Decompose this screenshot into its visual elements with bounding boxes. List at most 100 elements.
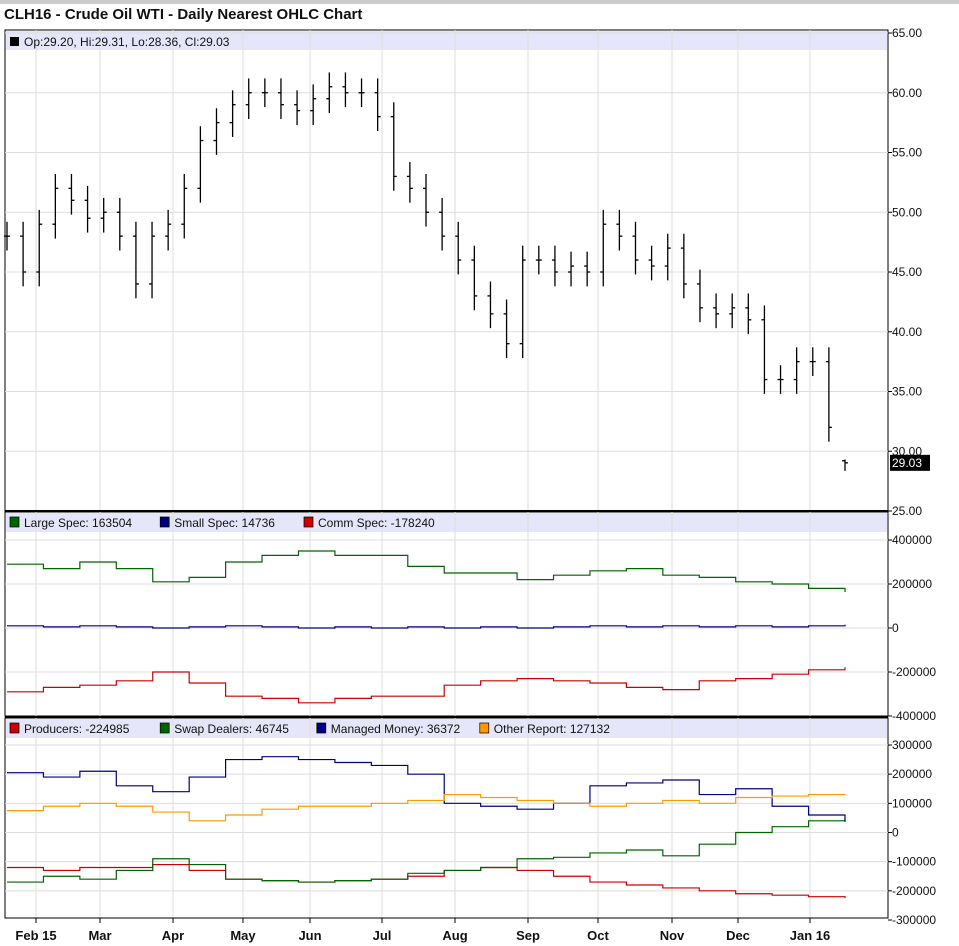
ohlc-bar [294, 90, 301, 126]
x-tick-label: Jun [298, 928, 321, 943]
y-tick-label: 400000 [892, 533, 932, 547]
ohlc-bar [809, 347, 816, 376]
y-tick-label: -200000 [892, 665, 936, 679]
ohlc-bar [745, 293, 752, 335]
ohlc-bar [471, 245, 478, 311]
ohlc-bar [664, 233, 671, 281]
legend-swatch [9, 516, 20, 528]
legend-label: Large Spec: 163504 [24, 516, 132, 530]
y-tick-label: 25.00 [892, 504, 922, 518]
ohlc-bar [181, 174, 188, 239]
legend-strip [6, 719, 887, 738]
ohlc-bar [261, 78, 268, 108]
ohlc-bar [213, 108, 220, 155]
x-tick-label: Dec [726, 928, 750, 943]
ohlc-bar [149, 221, 156, 299]
legend-swatch [316, 722, 327, 734]
ohlc-bar [374, 78, 381, 131]
ohlc-bar [842, 459, 848, 471]
y-tick-label: -100000 [892, 855, 936, 869]
y-tick-label: 50.00 [892, 205, 922, 219]
ohlc-bar [519, 245, 526, 359]
x-tick-label: May [230, 928, 256, 943]
last-price-box [890, 454, 930, 471]
ohlc-bar [406, 162, 413, 203]
ohlc-bar [713, 293, 720, 329]
ohlc-bar [632, 221, 639, 275]
ohlc-bar [535, 245, 542, 275]
ohlc-bar [680, 233, 687, 299]
x-tick-label: Aug [442, 928, 467, 943]
ohlc-bar [584, 251, 591, 287]
y-tick-label: -400000 [892, 709, 936, 723]
legend-swatch [10, 37, 19, 46]
series-line-comm-spec [7, 667, 846, 704]
top-border [0, 0, 959, 4]
ohlc-bar [326, 72, 333, 114]
ohlc-bar [132, 221, 139, 299]
series-line-swap-dealers [7, 818, 846, 883]
ohlc-bar [310, 84, 317, 126]
y-tick-label: 200000 [892, 577, 932, 591]
ohlc-bar [4, 221, 10, 251]
x-tick-label: Jul [373, 928, 392, 943]
legend-label: Swap Dealers: 46745 [174, 722, 289, 736]
legend-label: Producers: -224985 [24, 722, 130, 736]
ohlc-bar [423, 174, 429, 227]
legend-label: Small Spec: 14736 [174, 516, 275, 530]
x-tick-label: Mar [88, 928, 111, 943]
ohlc-bar [20, 221, 27, 287]
ohlc-bar [52, 174, 59, 239]
series-line-managed-money [7, 756, 846, 822]
chart-title: CLH16 - Crude Oil WTI - Daily Nearest OH… [4, 6, 363, 23]
legend-label: Managed Money: 36372 [331, 722, 461, 736]
ohlc-bar [68, 174, 75, 215]
legend-swatch [159, 722, 170, 734]
x-tick-label: Feb 15 [15, 928, 56, 943]
y-tick-label: 0 [892, 826, 899, 840]
x-tick-label: Oct [587, 928, 609, 943]
legend-strip [6, 513, 887, 532]
series-line-small-spec [7, 624, 846, 629]
ohlc-bar [84, 185, 91, 233]
ohlc-bar [245, 78, 252, 120]
y-tick-label: 35.00 [892, 385, 922, 399]
ohlc-bar [229, 90, 236, 137]
ohlc-bar [729, 293, 736, 329]
ohlc-bar [503, 299, 510, 359]
legend-swatch [9, 722, 20, 734]
y-tick-label: 200000 [892, 767, 932, 781]
ohlc-bar [568, 251, 575, 287]
ohlc-bar [648, 245, 655, 281]
last-price-label: 29.03 [892, 456, 922, 470]
ohlc-bar [696, 269, 703, 323]
price-legend: Op:29.20, Hi:29.31, Lo:28.36, Cl:29.03 [24, 35, 230, 49]
x-tick-label: Sep [516, 928, 540, 943]
legend-swatch [159, 516, 170, 528]
ohlc-bar [455, 221, 462, 275]
ohlc-bar [165, 209, 172, 251]
ohlc-bar [390, 102, 397, 191]
ohlc-bar [616, 209, 623, 251]
ohlc-bar [439, 197, 446, 251]
x-tick-label: Jan 16 [790, 928, 830, 943]
panel-frame [4, 29, 889, 512]
y-tick-label: 40.00 [892, 325, 922, 339]
ohlc-bar [36, 209, 43, 287]
ohlc-bar [197, 126, 204, 203]
ohlc-bar [100, 197, 107, 233]
ohlc-bar [761, 305, 768, 394]
ohlc-bar [358, 78, 365, 108]
y-tick-label: 55.00 [892, 146, 922, 160]
ohlc-bar [487, 281, 494, 329]
y-tick-label: 60.00 [892, 86, 922, 100]
legend-label: Other Report: 127132 [494, 722, 610, 736]
y-tick-label: 30.00 [892, 444, 922, 458]
legend-strip [6, 31, 887, 50]
ohlc-bar [825, 347, 832, 442]
y-tick-label: -200000 [892, 884, 936, 898]
y-tick-label: 45.00 [892, 265, 922, 279]
y-tick-label: 300000 [892, 738, 932, 752]
ohlc-bar [777, 365, 784, 394]
